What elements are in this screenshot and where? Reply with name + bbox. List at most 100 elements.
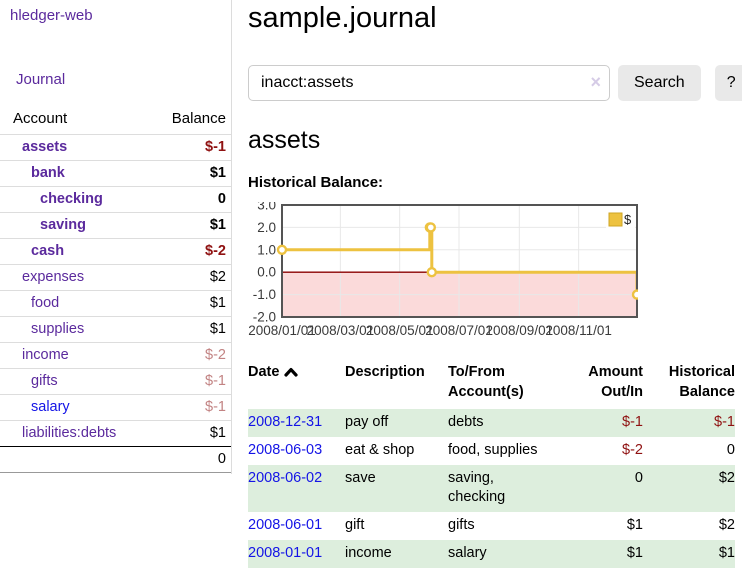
y-tick-label: -2.0 [253, 310, 276, 325]
account-row: liabilities:debts $1 [0, 420, 231, 447]
sort-up-icon [284, 368, 299, 377]
accounts-table-body: assets $-1 bank $1 checking 0 saving $1 cash $-2 e… [0, 134, 231, 447]
account-row: saving $1 [0, 212, 231, 239]
historical-balance-chart: $3.0 2.0 1.0 0.0 -1.0 -2.0 2008/01/01 2008/03/0… [248, 198, 735, 341]
account-balance: $1 [153, 420, 231, 447]
transaction-balance: $-1 [714, 414, 735, 430]
y-tick-label: -1.0 [253, 287, 276, 302]
account-balance: $1 [153, 290, 231, 317]
sidebar-account-link[interactable]: salary [31, 399, 70, 415]
transaction-description: income [345, 545, 392, 561]
transaction-balance: $2 [718, 470, 735, 486]
account-balance: 0 [153, 186, 231, 213]
sidebar-account-link[interactable]: gifts [31, 373, 58, 389]
data-point [425, 222, 437, 233]
sidebar-account-link[interactable]: liabilities:debts [22, 425, 117, 441]
brand-link[interactable]: hledger-web [10, 7, 93, 24]
x-tick-label: 2008/01/01 [248, 323, 316, 338]
data-point [631, 289, 643, 300]
transaction-row: 2008-06-02 save saving, checking 0 $2 [248, 465, 735, 512]
transaction-date-link[interactable]: 2008-06-01 [248, 517, 323, 533]
transaction-amount: $-2 [622, 442, 643, 458]
account-balance: $-2 [153, 238, 231, 265]
account-balance: $-1 [153, 394, 231, 421]
account-row: income $-2 [0, 342, 231, 369]
transaction-description: pay off [345, 414, 389, 430]
help-button[interactable]: ? [714, 65, 742, 101]
accounts-header-balance: Balance [171, 110, 226, 127]
sidebar-account-link[interactable]: checking [40, 191, 103, 207]
legend-swatch [608, 212, 623, 227]
transaction-accounts: saving, checking [448, 470, 506, 505]
x-tick-label: 2008/11/01 [545, 323, 612, 338]
x-tick-label: 2008/09/01 [486, 323, 554, 338]
search-bar: × Search ? [248, 65, 742, 101]
transaction-amount: $-1 [622, 414, 643, 430]
clear-search-icon[interactable]: × [590, 72, 601, 92]
y-tick-label: 0.0 [257, 265, 276, 280]
account-row: assets $-1 [0, 134, 231, 161]
transaction-description: gift [345, 517, 365, 533]
accounts-header-account: Account [13, 110, 68, 127]
sidebar-account-link[interactable]: income [22, 347, 69, 363]
account-row: gifts $-1 [0, 368, 231, 395]
transaction-date-link[interactable]: 2008-06-03 [248, 442, 323, 458]
y-tick-label: 3.0 [257, 202, 276, 213]
search-input[interactable] [248, 65, 610, 101]
sidebar-account-link[interactable]: assets [22, 139, 68, 155]
chart-title: Historical Balance: [248, 174, 384, 191]
register-table-body: 2008-12-31 pay off debts $-1 $-1 2008-06-03 ea… [248, 409, 735, 568]
sidebar-account-link[interactable]: supplies [31, 321, 85, 337]
y-tick-label: 1.0 [257, 242, 276, 257]
transaction-accounts: debts [448, 414, 484, 430]
transaction-balance: $1 [718, 545, 735, 561]
sidebar-account-link[interactable]: saving [40, 217, 86, 233]
transaction-row: 2008-06-01 gift gifts $1 $2 [248, 512, 735, 540]
page-title: sample.journal [248, 2, 437, 34]
data-point [426, 266, 437, 278]
register-header-accounts: To/From Account(s) [448, 364, 524, 400]
register-table: Date Description To/From Account(s) Amou… [248, 362, 735, 568]
sidebar-account-link[interactable]: cash [31, 243, 65, 259]
account-balance: $-1 [153, 368, 231, 395]
x-tick-label: 2008/05/01 [366, 323, 434, 338]
account-balance: $-2 [153, 342, 231, 369]
accounts-table: Account Balance assets $-1 bank $1 checking 0… [0, 107, 231, 473]
y-tick-label: 2.0 [257, 220, 276, 235]
register-header-balance: Historical Balance [668, 364, 735, 400]
transaction-accounts: gifts [448, 517, 475, 533]
search-button[interactable]: Search [618, 65, 701, 101]
sidebar-account-link[interactable]: bank [31, 165, 65, 181]
accounts-total-value: 0 [153, 446, 231, 473]
sidebar: hledger-web Journal Account Balance asse… [0, 0, 232, 474]
account-balance: $1 [153, 316, 231, 343]
account-row: cash $-2 [0, 238, 231, 265]
account-row: bank $1 [0, 160, 231, 187]
sidebar-account-link[interactable]: food [31, 295, 60, 311]
transaction-row: 2008-01-01 income salary $1 $1 [248, 540, 735, 568]
transaction-date-link[interactable]: 2008-12-31 [248, 414, 323, 430]
account-row: expenses $2 [0, 264, 231, 291]
register-header-date[interactable]: Date [248, 362, 345, 409]
transaction-date-link[interactable]: 2008-06-02 [248, 470, 323, 486]
transaction-amount: $1 [626, 517, 643, 533]
main-content: sample.journal × Search ? assets Histori… [248, 0, 742, 568]
account-row: checking 0 [0, 186, 231, 213]
sidebar-item-journal[interactable]: Journal [16, 71, 66, 88]
transaction-description: save [345, 470, 376, 486]
transaction-row: 2008-06-03 eat & shop food, supplies $-2 0 [248, 437, 735, 465]
account-row: salary $-1 [0, 394, 231, 421]
sidebar-account-link[interactable]: expenses [22, 269, 85, 285]
transaction-row: 2008-12-31 pay off debts $-1 $-1 [248, 409, 735, 437]
transaction-amount: 0 [634, 470, 643, 486]
accounts-total-row: 0 [0, 446, 231, 473]
data-point [276, 244, 288, 255]
legend-label: $ [624, 212, 632, 227]
account-balance: $1 [153, 160, 231, 187]
transaction-balance: 0 [726, 442, 735, 458]
transaction-date-link[interactable]: 2008-01-01 [248, 545, 323, 561]
account-balance: $2 [153, 264, 231, 291]
account-row: supplies $1 [0, 316, 231, 343]
transaction-accounts: salary [448, 545, 487, 561]
